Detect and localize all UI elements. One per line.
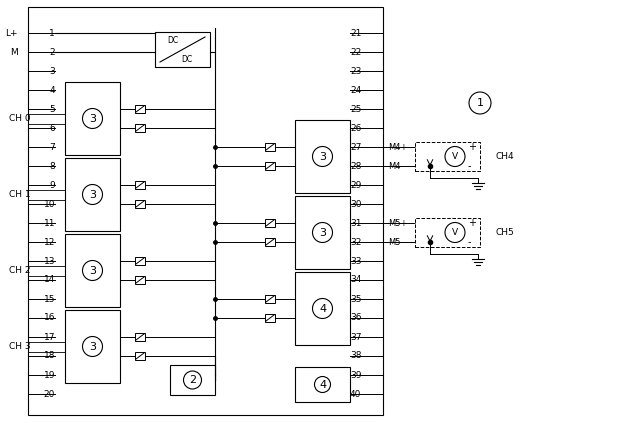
Text: 1: 1 [49, 28, 55, 38]
Text: 34: 34 [350, 275, 361, 285]
Bar [155, 32, 210, 67]
Text: 14: 14 [44, 275, 55, 285]
Bar [295, 367, 350, 402]
Bar [265, 162, 275, 170]
Text: 33: 33 [350, 256, 361, 266]
Text: 3: 3 [89, 113, 96, 124]
Text: 3: 3 [89, 341, 96, 352]
Bar [415, 218, 480, 247]
Bar [135, 181, 145, 189]
Bar [65, 234, 120, 307]
Bar [135, 105, 145, 113]
Text: 3: 3 [319, 151, 326, 162]
Text: 6: 6 [49, 124, 55, 132]
Text: 22: 22 [350, 47, 361, 57]
Text: 7: 7 [49, 143, 55, 151]
Text: +: + [468, 142, 476, 152]
Text: CH 0: CH 0 [9, 114, 31, 123]
Text: 37: 37 [350, 332, 361, 341]
Text: CH 3: CH 3 [9, 342, 31, 351]
Text: 31: 31 [350, 219, 361, 228]
Text: CH 1: CH 1 [9, 190, 31, 199]
Bar [135, 257, 145, 265]
Text: 4: 4 [319, 303, 326, 313]
Text: V: V [452, 152, 458, 161]
Text: 3: 3 [319, 228, 326, 237]
Bar [65, 158, 120, 231]
Text: M: M [10, 47, 18, 57]
Text: 13: 13 [44, 256, 55, 266]
Text: 1: 1 [477, 98, 484, 108]
Text: 4: 4 [49, 85, 55, 94]
Bar [265, 295, 275, 303]
Text: DC: DC [182, 55, 193, 63]
Text: 20: 20 [44, 390, 55, 398]
Bar [135, 352, 145, 360]
Bar [170, 365, 215, 395]
Text: 40: 40 [350, 390, 361, 398]
Text: L+: L+ [6, 28, 18, 38]
Text: 27: 27 [350, 143, 361, 151]
Text: 12: 12 [44, 237, 55, 247]
Bar [65, 310, 120, 383]
Bar [415, 142, 480, 171]
Text: 29: 29 [350, 181, 361, 190]
Bar [265, 143, 275, 151]
Text: 10: 10 [44, 200, 55, 209]
Text: 23: 23 [350, 66, 361, 75]
Bar [135, 200, 145, 208]
Bar [265, 219, 275, 227]
Text: 8: 8 [49, 162, 55, 170]
Text: 2: 2 [49, 47, 55, 57]
Text: 35: 35 [350, 294, 361, 303]
Bar [295, 120, 350, 193]
Text: 25: 25 [350, 104, 361, 113]
Text: M4+: M4+ [388, 143, 407, 151]
Bar [295, 272, 350, 345]
Bar [135, 333, 145, 341]
Text: 2: 2 [189, 375, 196, 385]
Text: V: V [452, 228, 458, 237]
Text: 11: 11 [44, 219, 55, 228]
Text: M5-: M5- [388, 237, 404, 247]
Text: 21: 21 [350, 28, 361, 38]
Text: 19: 19 [44, 371, 55, 379]
Text: 24: 24 [350, 85, 361, 94]
Text: -: - [468, 237, 472, 247]
Text: 38: 38 [350, 352, 361, 360]
Text: 3: 3 [89, 190, 96, 200]
Text: CH5: CH5 [495, 228, 514, 237]
Text: 28: 28 [350, 162, 361, 170]
Text: CH4: CH4 [495, 152, 514, 161]
Bar [135, 276, 145, 284]
Bar [295, 196, 350, 269]
Text: +: + [468, 218, 476, 228]
Text: 16: 16 [44, 313, 55, 322]
Bar [28, 7, 383, 415]
Text: 26: 26 [350, 124, 361, 132]
Bar [65, 82, 120, 155]
Bar [265, 314, 275, 322]
Bar [135, 124, 145, 132]
Text: 18: 18 [44, 352, 55, 360]
Text: 5: 5 [49, 104, 55, 113]
Text: DC: DC [167, 36, 178, 44]
Bar [265, 238, 275, 246]
Text: 9: 9 [49, 181, 55, 190]
Text: 39: 39 [350, 371, 361, 379]
Text: 3: 3 [89, 266, 96, 275]
Text: 4: 4 [319, 379, 326, 390]
Text: CH 2: CH 2 [9, 266, 31, 275]
Text: M5+: M5+ [388, 219, 407, 228]
Text: 36: 36 [350, 313, 361, 322]
Text: 30: 30 [350, 200, 361, 209]
Text: 15: 15 [44, 294, 55, 303]
Text: 17: 17 [44, 332, 55, 341]
Text: M4-: M4- [388, 162, 404, 170]
Text: 3: 3 [49, 66, 55, 75]
Text: 32: 32 [350, 237, 361, 247]
Text: -: - [468, 161, 472, 171]
